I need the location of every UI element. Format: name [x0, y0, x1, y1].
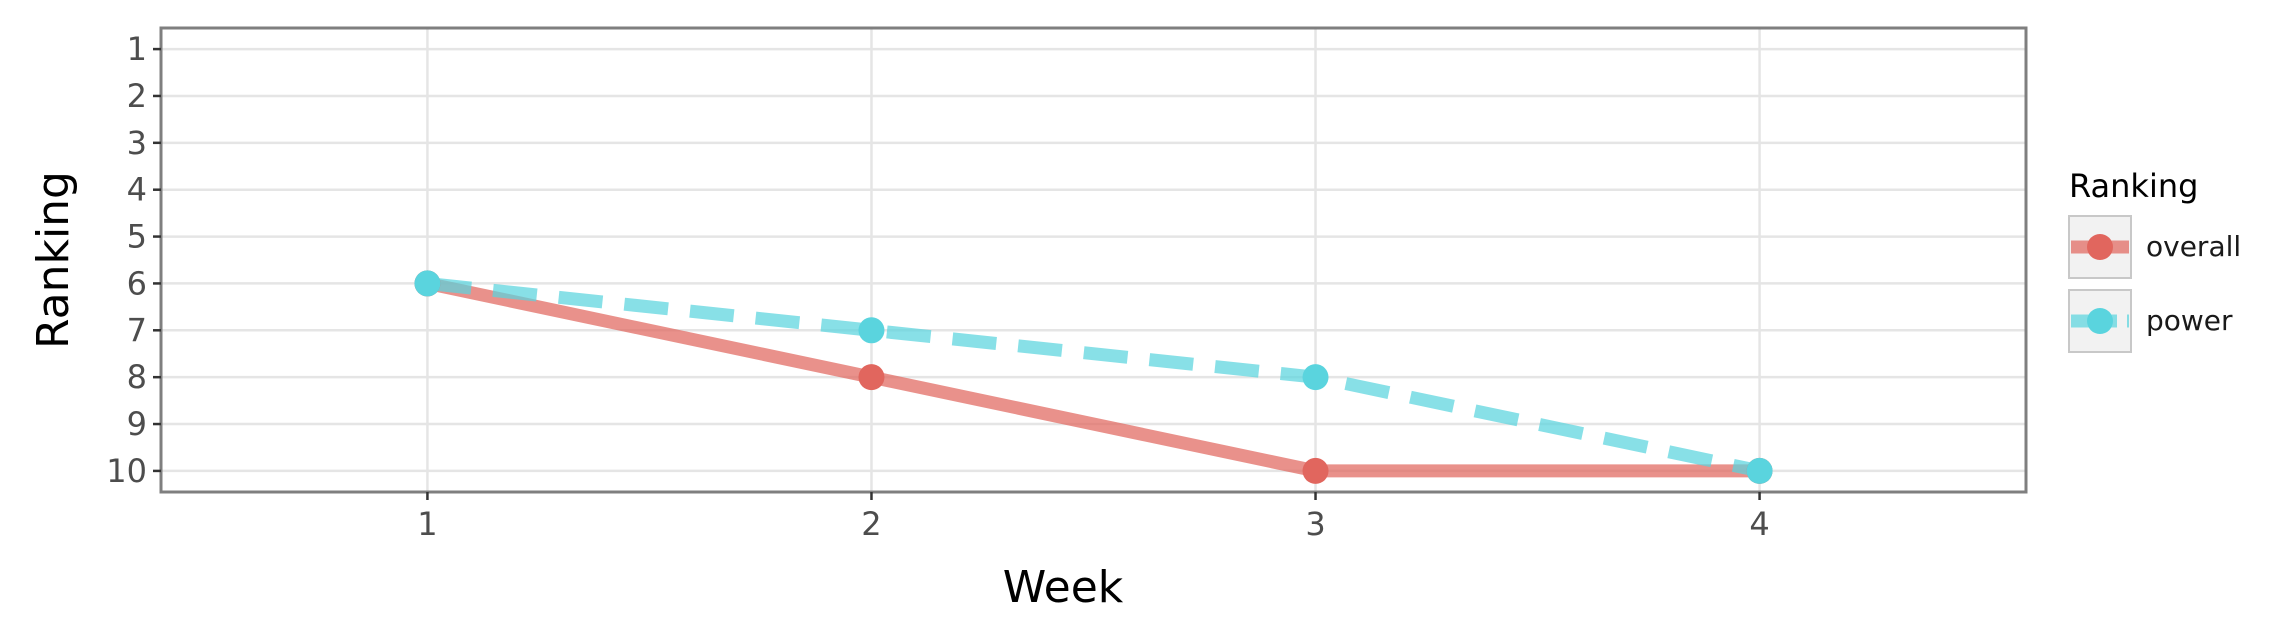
y-tick-label: 7: [127, 311, 147, 349]
x-tick-label: 1: [417, 505, 437, 543]
x-tick-label: 2: [861, 505, 881, 543]
legend-key-power: power: [2068, 289, 2233, 353]
y-tick-label: 8: [127, 358, 147, 396]
y-tick-label: 5: [127, 218, 147, 256]
data-point-power: [414, 270, 441, 297]
plot-border: [159, 26, 2028, 494]
legend: Ranking overall power: [2068, 167, 2241, 353]
legend-key-overall: overall: [2068, 215, 2241, 279]
y-axis-title: Ranking: [28, 171, 79, 349]
x-tick-label: 4: [1749, 505, 1769, 543]
legend-label-power: power: [2146, 304, 2233, 337]
series-line-power: [426, 276, 1761, 478]
data-point-power: [858, 317, 885, 344]
data-point-overall: [1302, 457, 1329, 484]
y-tick-label: 2: [127, 77, 147, 115]
legend-label-overall: overall: [2146, 230, 2241, 263]
y-tick-label: 4: [127, 171, 147, 209]
series-points: [414, 270, 1773, 484]
x-axis-title: Week: [1003, 562, 1124, 613]
data-point-power: [1302, 364, 1329, 391]
x-axis: 1 2 3 4: [417, 492, 1770, 543]
y-tick-label: 10: [106, 452, 147, 490]
data-point-overall: [858, 364, 885, 391]
y-tick-label: 3: [127, 124, 147, 162]
series-line-overall: [426, 277, 1760, 478]
legend-key-marker-overall: [2087, 234, 2113, 260]
series-lines: [426, 276, 1761, 478]
legend-title: Ranking: [2069, 167, 2198, 205]
legend-key-marker-power: [2087, 308, 2113, 334]
y-axis: 1 2 3 4 5 6 7 8 9 10: [106, 30, 161, 490]
data-point-power: [1746, 457, 1773, 484]
y-tick-label: 9: [127, 405, 147, 443]
x-tick-label: 3: [1305, 505, 1325, 543]
y-tick-label: 1: [127, 30, 147, 68]
y-tick-label: 6: [127, 264, 147, 302]
